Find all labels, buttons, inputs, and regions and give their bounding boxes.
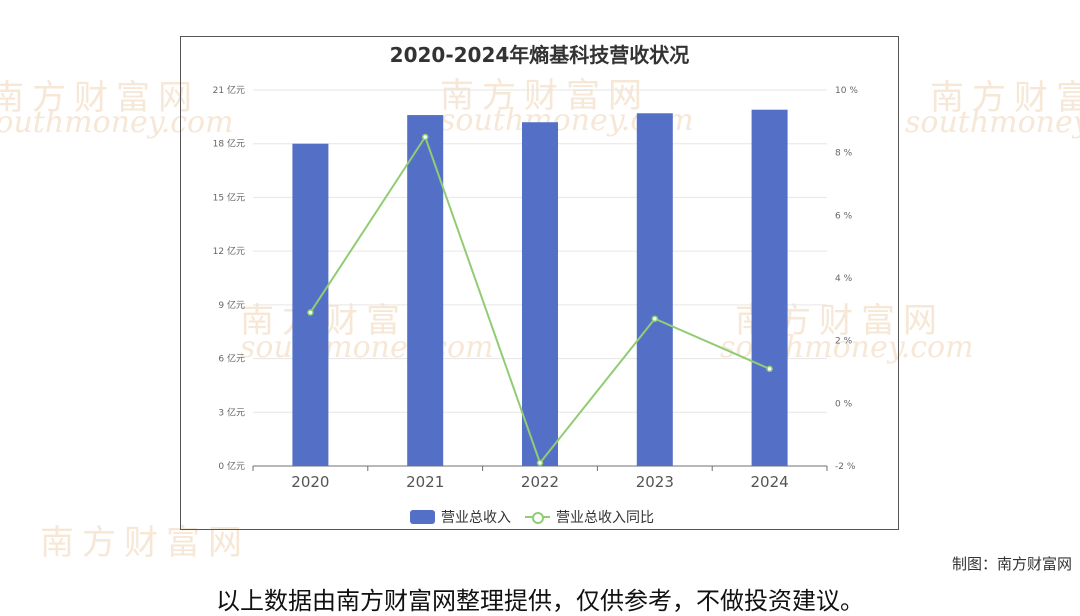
x-tick-label: 2023	[636, 473, 674, 491]
y-right-tick-label: 10 %	[835, 86, 858, 96]
point-yoy	[651, 315, 659, 322]
footer-note: 以上数据由南方财富网整理提供，仅供参考，不做投资建议。	[216, 587, 864, 615]
x-tick-label: 2024	[751, 473, 789, 491]
y-right-tick-label: 2 %	[835, 337, 853, 347]
bar-revenue	[636, 113, 673, 467]
y-left-tick-label: 6 亿元	[218, 353, 245, 365]
y-right-tick-label: 0 %	[835, 399, 853, 409]
y-left-tick-label: 21 亿元	[213, 84, 245, 96]
chart-frame	[180, 36, 899, 530]
y-right-tick-label: 6 %	[835, 211, 853, 221]
y-right-tick-label: 8 %	[835, 149, 853, 159]
x-tick-label: 2020	[291, 473, 329, 491]
y-right-tick-label: -2 %	[835, 462, 856, 472]
x-tick-label: 2021	[406, 473, 444, 491]
point-yoy	[536, 459, 544, 467]
legend-line-swatch	[525, 510, 550, 524]
point-yoy	[766, 365, 773, 373]
legend-label-yoy: 营业总收入同比	[556, 510, 654, 526]
chart-title: 2020-2024年熵基科技营收状况	[389, 43, 690, 67]
y-right-tick-label: 4 %	[835, 274, 853, 284]
y-left-tick-label: 15 亿元	[213, 191, 245, 203]
point-yoy	[421, 133, 429, 141]
chart-credit: 制图：南方财富网	[951, 555, 1072, 573]
y-left-tick-label: 12 亿元	[213, 245, 245, 257]
legend-label-revenue: 营业总收入	[441, 510, 511, 526]
bar-revenue	[292, 143, 329, 466]
bar-revenue	[522, 122, 558, 466]
bar-revenue	[751, 109, 788, 466]
y-left-tick-label: 3 亿元	[218, 406, 245, 418]
y-left-tick-label: 18 亿元	[213, 138, 245, 150]
legend-bar-swatch	[410, 510, 435, 524]
y-left-tick-label: 0 亿元	[218, 460, 245, 472]
chart-legend: 营业总收入 营业总收入同比	[410, 507, 654, 527]
point-yoy	[307, 309, 314, 316]
bar-revenue	[407, 115, 444, 467]
y-left-tick-label: 9 亿元	[218, 299, 245, 311]
x-tick-label: 2022	[521, 473, 559, 491]
